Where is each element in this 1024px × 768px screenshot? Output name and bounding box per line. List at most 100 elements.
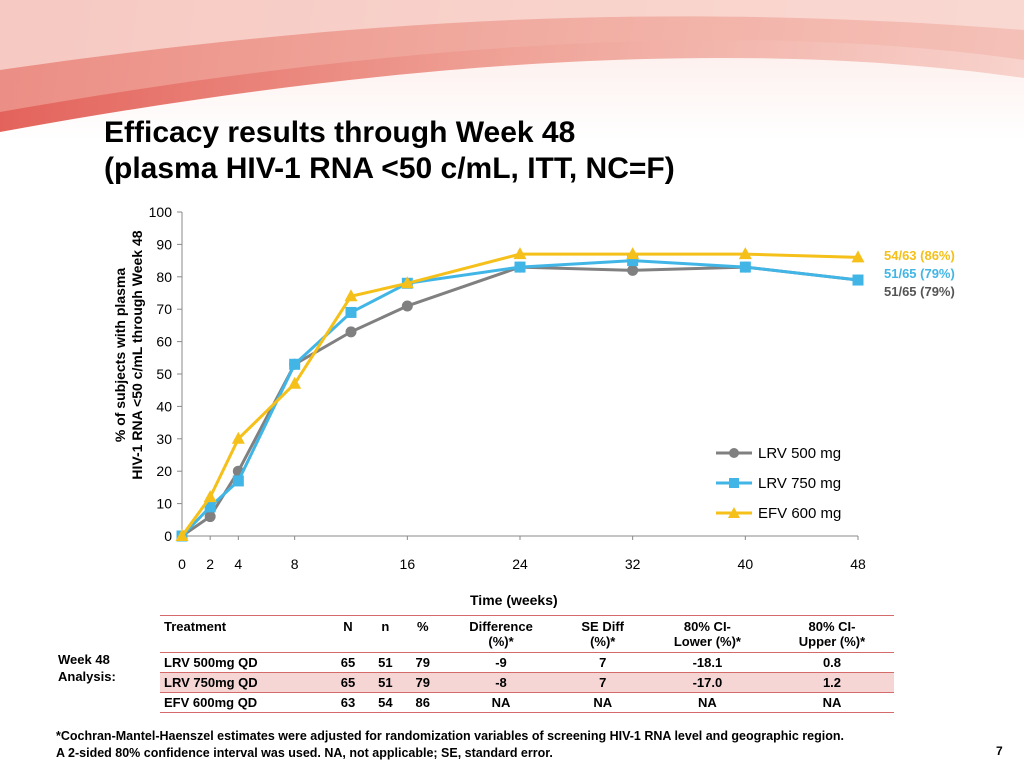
data-point-square xyxy=(345,306,357,318)
data-point-square xyxy=(289,358,301,370)
data-point-square xyxy=(627,255,639,267)
analysis-label: Week 48 Analysis: xyxy=(58,651,116,685)
y-tick-label: 0 xyxy=(164,528,172,544)
slide-title-line2: (plasma HIV-1 RNA <50 c/mL, ITT, NC=F) xyxy=(104,152,675,185)
legend-item-lrv750: LRV 750 mg xyxy=(716,468,841,498)
table-cell: -17.0 xyxy=(644,672,770,693)
table-cell: -9 xyxy=(441,652,561,673)
y-axis-label-line1: % of subjects with plasma xyxy=(112,267,128,443)
table-cell: 51 xyxy=(366,652,405,673)
table-cell: 7 xyxy=(560,652,645,673)
y-tick-label: 30 xyxy=(156,431,172,447)
data-point-triangle xyxy=(400,276,414,289)
header-banner xyxy=(0,0,1024,140)
table-cell: 7 xyxy=(560,672,645,693)
table-cell: NA xyxy=(644,692,770,713)
footnote: *Cochran-Mantel-Haenszel estimates were … xyxy=(56,728,844,762)
data-point-circle xyxy=(401,300,413,312)
table-row: LRV 500mg QD 65 51 79 -9 7 -18.1 0.8 xyxy=(160,652,894,673)
table-cell: 0.8 xyxy=(769,652,894,673)
data-point-triangle xyxy=(231,431,245,444)
table-cell: NA xyxy=(769,692,894,713)
table-cell: NA xyxy=(441,692,561,713)
y-tick-label: 50 xyxy=(156,366,172,382)
legend-label-lrv500: LRV 500 mg xyxy=(758,444,842,462)
data-point-square xyxy=(232,475,244,487)
table-row: LRV 750mg QD 65 51 79 -8 7 -17.0 1.2 xyxy=(160,672,894,693)
page-number: 7 xyxy=(996,744,1003,758)
slide-title-line1: Efficacy results through Week 48 xyxy=(104,116,576,149)
callout-lrv500: 51/65 (79%) xyxy=(884,284,955,299)
data-point-square xyxy=(204,501,216,513)
x-tick-label: 40 xyxy=(738,556,754,572)
footnote-line2: A 2-sided 80% confidence interval was us… xyxy=(56,746,553,760)
data-point-triangle xyxy=(626,247,640,260)
table-header-cell: N xyxy=(329,615,367,653)
legend-swatch-square-icon xyxy=(716,478,752,488)
y-axis-label-line2: HIV-1 RNA <50 c/mL through Week 48 xyxy=(129,230,145,480)
legend-item-efv600: EFV 600 mg xyxy=(716,498,841,528)
legend-item-lrv500: LRV 500 mg xyxy=(716,438,841,468)
data-point-triangle xyxy=(344,289,358,302)
data-point-circle xyxy=(204,511,216,523)
table-header-cell: Difference (%)* xyxy=(441,615,561,653)
table-cell: 1.2 xyxy=(769,672,894,693)
table-header-cell: n xyxy=(366,615,405,653)
x-tick-label: 0 xyxy=(178,556,186,572)
series-line-3 xyxy=(180,252,859,537)
table-cell: 54 xyxy=(366,692,405,713)
data-point-triangle xyxy=(175,529,189,541)
data-point-square xyxy=(852,274,864,286)
table-cell: 86 xyxy=(404,692,442,713)
y-tick-label: 40 xyxy=(156,398,172,414)
y-tick-label: 80 xyxy=(156,269,172,285)
footnote-line1: *Cochran-Mantel-Haenszel estimates were … xyxy=(56,729,844,743)
table-cell: 79 xyxy=(404,652,442,673)
x-axis-label: Time (weeks) xyxy=(470,592,558,608)
data-point-square xyxy=(514,261,526,273)
x-tick-label: 24 xyxy=(512,556,528,572)
legend-swatch-triangle-icon xyxy=(716,507,752,518)
y-tick-label: 90 xyxy=(156,236,172,252)
data-point-triangle xyxy=(851,250,865,263)
data-point-square xyxy=(739,261,751,273)
table-header-cell: 80% CI- Upper (%)* xyxy=(769,615,894,653)
legend-swatch-circle-icon xyxy=(716,448,752,458)
legend-label-lrv750: LRV 750 mg xyxy=(758,474,842,492)
x-tick-label: 8 xyxy=(291,556,299,572)
table-cell: 63 xyxy=(329,692,367,713)
table-cell: 65 xyxy=(329,672,367,693)
table-cell: LRV 750mg QD xyxy=(160,672,330,693)
table-header-cell: Treatment xyxy=(160,615,330,653)
data-point-triangle xyxy=(203,490,217,503)
y-tick-label: 70 xyxy=(156,301,172,317)
table-cell: 65 xyxy=(329,652,367,673)
table-header-cell: 80% CI- Lower (%)* xyxy=(644,615,770,653)
data-point-circle xyxy=(627,264,639,276)
table-cell: 79 xyxy=(404,672,442,693)
table-cell: -8 xyxy=(441,672,561,693)
table-cell: LRV 500mg QD xyxy=(160,652,330,673)
table-cell: 51 xyxy=(366,672,405,693)
table-cell: EFV 600mg QD xyxy=(160,692,330,713)
data-point-triangle xyxy=(288,376,302,389)
y-tick-label: 100 xyxy=(149,204,173,220)
table-cell: NA xyxy=(560,692,645,713)
callout-lrv750: 51/65 (79%) xyxy=(884,266,955,281)
data-point-triangle xyxy=(738,247,752,260)
x-tick-label: 48 xyxy=(850,556,866,572)
data-point-triangle xyxy=(513,247,527,260)
y-tick-label: 60 xyxy=(156,334,172,350)
chart-legend: LRV 500 mg LRV 750 mg EFV 600 mg xyxy=(716,438,841,528)
analysis-label-line1: Week 48 xyxy=(58,652,110,667)
table-cell: -18.1 xyxy=(644,652,770,673)
legend-label-efv600: EFV 600 mg xyxy=(758,504,842,522)
data-point-circle xyxy=(345,326,357,338)
x-tick-label: 16 xyxy=(400,556,416,572)
analysis-label-line2: Analysis: xyxy=(58,669,116,684)
table-header-cell: SE Diff (%)* xyxy=(560,615,645,653)
table-header-cell: % xyxy=(404,615,442,653)
